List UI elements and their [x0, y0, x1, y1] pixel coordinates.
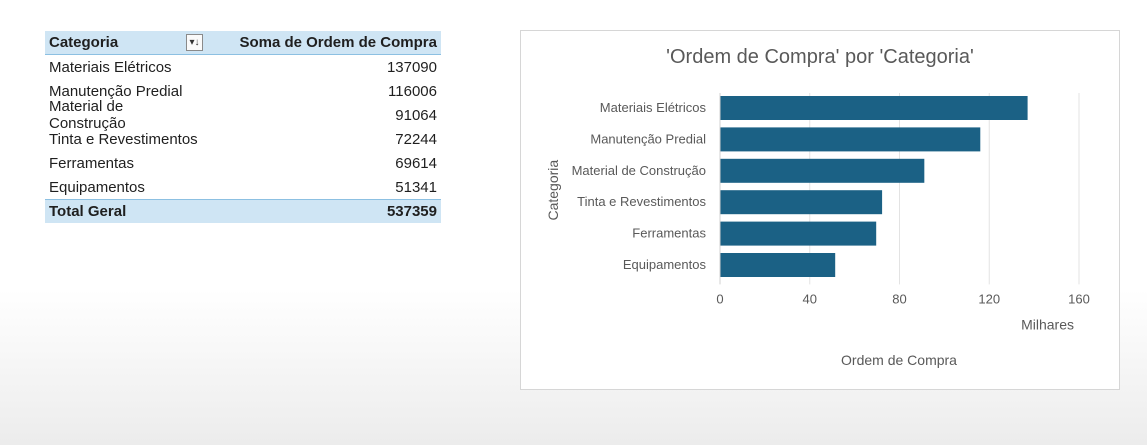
- x-tick-label: 120: [978, 291, 1000, 306]
- bar[interactable]: [720, 127, 981, 152]
- bar[interactable]: [720, 158, 925, 183]
- bar[interactable]: [720, 221, 877, 246]
- pivot-row-label: Tinta e Revestimentos: [49, 130, 198, 148]
- category-label: Ferramentas: [632, 226, 706, 241]
- pivot-row-value: 72244: [395, 130, 437, 148]
- pivot-row-value: 137090: [386, 58, 437, 76]
- category-label: Material de Construção: [572, 163, 706, 178]
- chart-plot: Materiais Elétricos Manutenção Predial Mat…: [545, 93, 1090, 368]
- y-axis-title: Categoria: [545, 160, 561, 221]
- category-label: Materiais Elétricos: [600, 100, 707, 115]
- chart-title: 'Ordem de Compra' por 'Categoria': [666, 46, 974, 68]
- total-value: 537359: [386, 203, 437, 220]
- pivot-row-label: Ferramentas: [49, 154, 135, 172]
- pivot-table: Categoria ▾↓ Soma de Ordem de Compra Mat…: [45, 31, 441, 223]
- pivot-header-row: Categoria ▾↓ Soma de Ordem de Compra: [45, 31, 441, 55]
- x-tick-label: 40: [803, 291, 817, 306]
- pivot-row-value: 91064: [395, 106, 437, 124]
- pivot-total-row[interactable]: Total Geral 537359: [45, 199, 441, 223]
- pivot-row[interactable]: Materiais Elétricos 137090: [45, 55, 441, 79]
- pivot-row[interactable]: Material de Construção 91064: [45, 98, 441, 132]
- pivot-row-label: Equipamentos: [49, 178, 145, 196]
- pivot-row[interactable]: Equipamentos 51341: [45, 175, 441, 199]
- pivot-row-value: 51341: [395, 178, 437, 196]
- pivot-row-value: 69614: [395, 154, 437, 172]
- total-label: Total Geral: [49, 203, 127, 220]
- pivot-row[interactable]: Tinta e Revestimentos 72244: [45, 127, 441, 151]
- display-units-label: Milhares: [1021, 316, 1074, 332]
- bar[interactable]: [720, 190, 883, 215]
- pivot-row-value: 116006: [388, 82, 437, 100]
- x-axis-title: Ordem de Compra: [841, 352, 957, 368]
- pivot-row-label: Material de Construção: [49, 98, 126, 132]
- bar[interactable]: [720, 253, 836, 277]
- row-labels-header-text: Categoria: [49, 34, 119, 51]
- sort-filter-icon[interactable]: ▾↓: [186, 34, 203, 51]
- category-label: Tinta e Revestimentos: [577, 194, 706, 209]
- x-tick-label: 0: [716, 291, 723, 306]
- bar-chart[interactable]: 'Ordem de Compra' por 'Categoria' Materi…: [520, 30, 1120, 390]
- pivot-row[interactable]: Ferramentas 69614: [45, 151, 441, 175]
- pivot-row[interactable]: Manutenção Predial 116006: [45, 79, 441, 103]
- pivot-row-label: Manutenção Predial: [49, 82, 183, 100]
- x-tick-label: 80: [892, 291, 906, 306]
- category-label: Equipamentos: [623, 257, 707, 272]
- measure-header[interactable]: Soma de Ordem de Compra: [239, 34, 437, 51]
- category-label: Manutenção Predial: [590, 131, 706, 146]
- pivot-row-label: Materiais Elétricos: [49, 58, 172, 76]
- row-labels-header[interactable]: Categoria ▾↓: [45, 31, 203, 54]
- x-tick-label: 160: [1068, 291, 1090, 306]
- bar[interactable]: [720, 96, 1028, 120]
